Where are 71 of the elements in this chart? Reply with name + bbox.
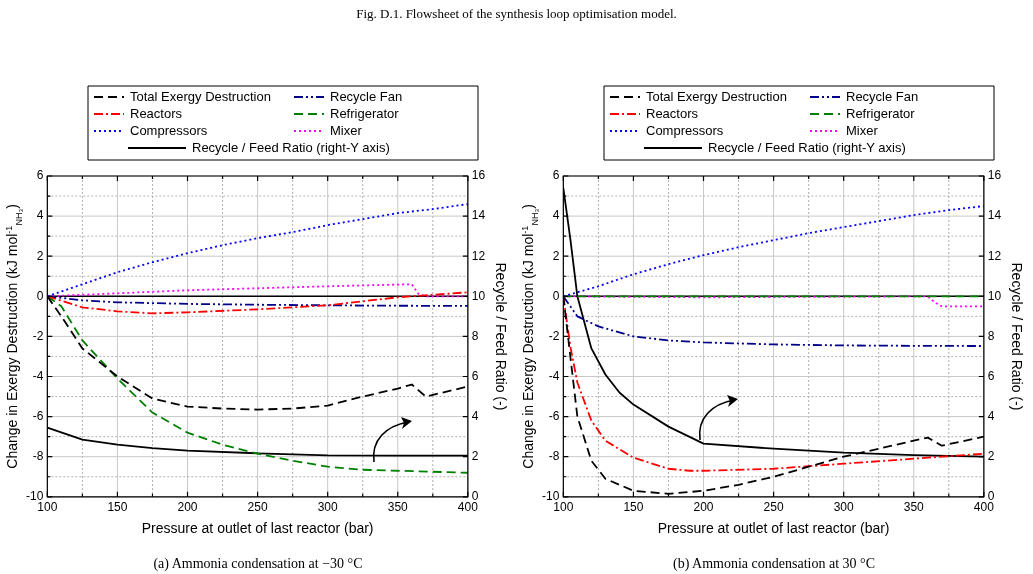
y-tick-label: -2 — [32, 328, 44, 343]
legend-label: Recycle / Feed Ratio (right-Y axis) — [192, 139, 390, 155]
y2-tick-label: 4 — [471, 408, 479, 423]
y-tick-label: 2 — [36, 248, 44, 263]
y2-tick-label: 16 — [987, 168, 1002, 183]
y2-tick-label: 6 — [471, 368, 479, 383]
legend-label: Recycle Fan — [846, 88, 919, 104]
x-tick-label: 150 — [623, 500, 644, 515]
line-series — [563, 295, 984, 347]
y2-tick-label: 14 — [987, 208, 1002, 223]
legend-label: Mixer — [330, 122, 363, 138]
x-tick-label: 150 — [107, 500, 128, 515]
legend-label: Total Exergy Destruction — [130, 88, 271, 104]
x-tick-label: 250 — [763, 500, 784, 515]
legend-label: Total Exergy Destruction — [646, 88, 787, 104]
line-series — [47, 295, 468, 474]
y-tick-label: 0 — [36, 288, 44, 303]
y2-tick-label: 14 — [471, 208, 486, 223]
text: Fig. D.1. Flowsheet of the synthesis loop optimisation model. — [355, 6, 678, 22]
y2-tick-label: 12 — [987, 248, 1002, 263]
x-tick-label: 300 — [833, 500, 855, 515]
x-tick-label: 300 — [317, 500, 339, 515]
x-axis-title: Pressure at outlet of last reactor (bar) — [657, 520, 890, 537]
x-tick-label: 350 — [387, 500, 409, 515]
text: (a) Ammonia condensation at −30 °C — [152, 556, 364, 572]
x-tick-label: 400 — [457, 500, 479, 515]
x-tick-label: 200 — [177, 500, 198, 515]
x-tick-label: 200 — [693, 500, 714, 515]
y-tick-label: 4 — [36, 208, 44, 223]
y2-tick-label: 6 — [987, 368, 995, 383]
y-tick-label: -2 — [548, 328, 560, 343]
y2-tick-label: 12 — [471, 248, 486, 263]
y-tick-label: 6 — [36, 168, 44, 183]
y-tick-label: -8 — [548, 449, 560, 464]
legend-label: Refrigerator — [846, 105, 916, 121]
y2-tick-label: 2 — [471, 449, 479, 464]
y2-tick-label: 2 — [987, 449, 995, 464]
y2-tick-label: 4 — [987, 408, 995, 423]
y-tick-label: 0 — [552, 288, 560, 303]
x-axis-title: Pressure at outlet of last reactor (bar) — [141, 520, 374, 537]
y-tick-label: -6 — [548, 408, 560, 423]
y2-axis-title: Recycle / Feed Ratio (-) — [1008, 262, 1025, 411]
legend-label: Refrigerator — [330, 105, 400, 121]
text: (b) Ammonia condensation at 30 °C — [672, 556, 876, 572]
x-tick-label: 100 — [37, 500, 58, 515]
legend-label: Recycle Fan — [330, 88, 403, 104]
x-tick-label: 250 — [247, 500, 268, 515]
line-series — [47, 203, 468, 298]
x-tick-label: 400 — [973, 500, 995, 515]
legend-label: Mixer — [846, 122, 879, 138]
y2-tick-label: 10 — [471, 288, 486, 303]
line-series — [47, 291, 468, 315]
x-tick-label: 100 — [553, 500, 574, 515]
legend-label: Compressors — [646, 122, 724, 138]
y2-axis-title: Recycle / Feed Ratio (-) — [492, 262, 509, 411]
legend-label: Reactors — [646, 105, 699, 121]
y-tick-label: -4 — [32, 368, 44, 383]
y2-tick-label: 8 — [987, 328, 995, 343]
y2-tick-label: 8 — [471, 328, 479, 343]
y-tick-label: -6 — [32, 408, 44, 423]
legend-label: Recycle / Feed Ratio (right-Y axis) — [708, 139, 906, 155]
x-tick-label: 350 — [903, 500, 925, 515]
y-tick-label: -4 — [548, 368, 560, 383]
legend-label: Compressors — [130, 122, 208, 138]
legend-label: Reactors — [130, 105, 183, 121]
y2-tick-label: 16 — [471, 168, 486, 183]
y2-tick-label: 10 — [987, 288, 1002, 303]
y-tick-label: -8 — [32, 449, 44, 464]
y-tick-label: 4 — [552, 208, 560, 223]
y-tick-label: 2 — [552, 248, 560, 263]
y-tick-label: 6 — [552, 168, 560, 183]
